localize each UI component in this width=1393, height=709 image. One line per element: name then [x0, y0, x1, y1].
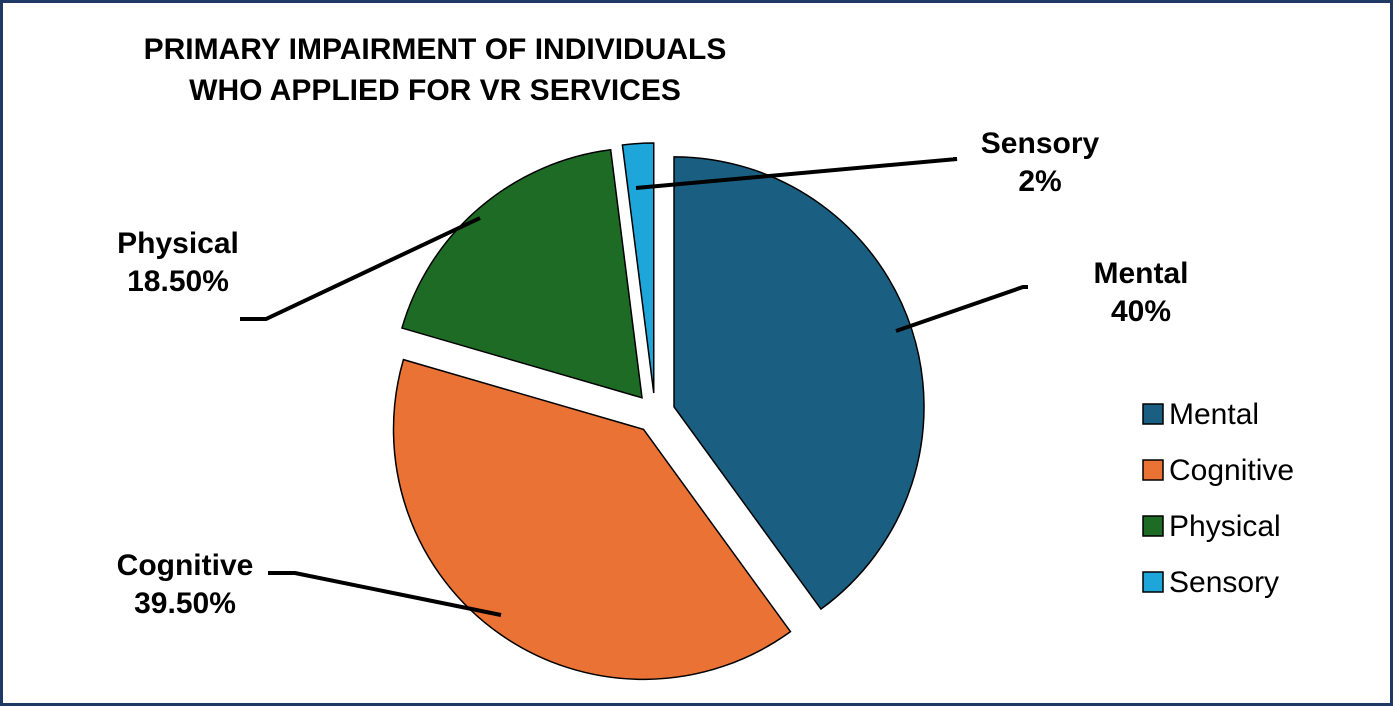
legend-label-physical: Physical	[1169, 510, 1281, 543]
legend-label-sensory: Sensory	[1169, 566, 1279, 599]
legend-swatch-sensory	[1142, 571, 1164, 593]
pie-slice-physical	[401, 148, 643, 399]
chart-title-line-2: WHO APPLIED FOR VR SERVICES	[189, 74, 681, 107]
data-label-value-mental: 40%	[1111, 295, 1171, 328]
data-label-name-physical: Physical	[117, 227, 239, 260]
legend-swatch-mental	[1142, 403, 1164, 425]
leader-lines	[240, 157, 1028, 617]
data-labels: Mental 40% Cognitive 39.50% Physical 18.50% Se…	[117, 127, 1189, 620]
chart-title-line-1: PRIMARY IMPAIRMENT OF INDIVIDUALS	[144, 33, 727, 66]
pie-slice-cognitive	[392, 358, 792, 681]
data-label-name-mental: Mental	[1093, 257, 1188, 290]
data-label-value-sensory: 2%	[1018, 165, 1061, 198]
legend-swatch-physical	[1142, 515, 1164, 537]
leader-line-cognitive	[268, 571, 502, 617]
leader-line-sensory	[635, 157, 958, 190]
data-label-name-sensory: Sensory	[981, 127, 1100, 160]
data-label-value-cognitive: 39.50%	[134, 587, 236, 620]
pie-slice-sensory	[621, 142, 655, 394]
legend-label-mental: Mental	[1169, 398, 1259, 431]
legend: Mental Cognitive Physical Sensory	[1142, 398, 1294, 599]
pie-slice-mental	[673, 156, 925, 611]
leader-line-mental	[895, 285, 1028, 333]
leader-line-physical	[240, 216, 481, 321]
pie-chart: PRIMARY IMPAIRMENT OF INDIVIDUALS WHO AP…	[117, 33, 1294, 681]
legend-label-cognitive: Cognitive	[1169, 454, 1294, 487]
data-label-name-cognitive: Cognitive	[117, 549, 254, 582]
pie-slices	[392, 142, 925, 681]
data-label-value-physical: 18.50%	[127, 265, 229, 298]
legend-swatch-cognitive	[1142, 459, 1164, 481]
